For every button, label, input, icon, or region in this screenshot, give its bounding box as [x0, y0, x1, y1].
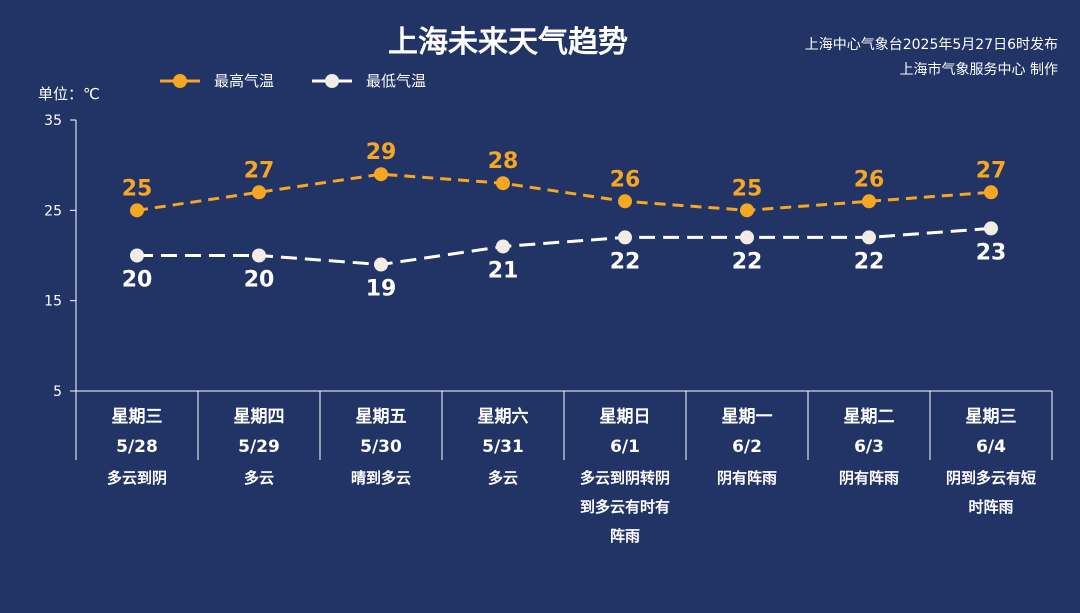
day-column: 星期六 5/31 多云 — [478, 406, 529, 487]
data-point-low — [862, 230, 876, 245]
x-tick-label-day: 星期三 — [966, 407, 1017, 427]
x-tick-label-date: 5/31 — [482, 437, 524, 457]
data-point-high — [618, 194, 632, 209]
data-label-high: 28 — [488, 149, 519, 174]
data-point-high — [862, 194, 876, 209]
y-tick-label: 15 — [44, 294, 62, 310]
unit-label: 单位：℃ — [38, 85, 100, 103]
legend-low-marker — [325, 74, 339, 88]
legend-high-label: 最高气温 — [214, 72, 274, 90]
y-tick-label: 25 — [44, 203, 62, 219]
weather-description: 阴有阵雨 — [839, 469, 899, 487]
day-column: 星期三 6/4 阴到多云有短时阵雨 — [946, 407, 1036, 516]
y-tick-label: 5 — [53, 384, 62, 400]
data-label-low: 19 — [366, 277, 397, 302]
data-point-high — [740, 203, 754, 218]
legend-high-marker — [173, 74, 187, 88]
data-label-low: 23 — [976, 240, 1007, 265]
x-tick-label-day: 星期四 — [234, 407, 285, 427]
x-tick-label-date: 5/30 — [360, 437, 402, 457]
data-point-low — [252, 248, 266, 263]
x-tick-label-day: 星期一 — [722, 407, 773, 427]
data-point-high — [984, 185, 998, 200]
weather-description: 阴有阵雨 — [717, 469, 777, 487]
data-point-low — [740, 230, 754, 245]
data-label-low: 20 — [122, 268, 153, 293]
day-column: 星期三 5/28 多云到阴 — [107, 407, 167, 487]
data-label-low: 22 — [854, 249, 885, 274]
day-column: 星期二 6/3 阴有阵雨 — [839, 407, 899, 487]
y-tick-label: 35 — [44, 113, 62, 129]
data-point-low — [130, 248, 144, 263]
data-label-high: 25 — [122, 176, 153, 201]
data-point-high — [496, 176, 510, 191]
data-label-low: 22 — [732, 249, 763, 274]
legend: 最高气温 最低气温 — [160, 72, 426, 90]
data-label-low: 21 — [488, 258, 519, 283]
day-columns: 星期三 5/28 多云到阴 星期四 5/29 多云 星期五 5/30 晴到多云 星期六 5/31 多云… — [75, 391, 1053, 545]
x-tick-label-day: 星期日 — [600, 407, 651, 427]
data-point-high — [374, 167, 388, 182]
x-tick-label-day: 星期五 — [356, 407, 407, 427]
x-tick-label-date: 6/3 — [854, 437, 884, 457]
data-labels: 25 27 29 28 26 25 26 27 20 20 19 21 22 22 22 23 — [122, 140, 1007, 301]
legend-low: 最低气温 — [312, 72, 426, 90]
weather-description: 阴到多云有短时阵雨 — [946, 469, 1036, 516]
weather-description: 多云 — [244, 469, 274, 487]
day-column: 星期四 5/29 多云 — [234, 407, 285, 487]
data-label-high: 25 — [732, 176, 763, 201]
data-point-low — [374, 257, 388, 272]
data-label-high: 29 — [366, 140, 397, 165]
data-point-low — [496, 239, 510, 254]
weather-description: 多云 — [488, 469, 518, 487]
day-column: 星期一 6/2 阴有阵雨 — [717, 407, 777, 487]
y-axis-ticks: 5 15 25 35 — [44, 113, 76, 400]
legend-high: 最高气温 — [160, 72, 274, 90]
producer-text: 上海市气象服务中心 制作 — [900, 61, 1058, 78]
x-tick-label-date: 6/2 — [732, 437, 762, 457]
legend-low-label: 最低气温 — [366, 72, 426, 90]
series-markers — [130, 167, 998, 272]
data-label-high: 27 — [976, 158, 1007, 183]
data-point-high — [130, 203, 144, 218]
x-tick-label-date: 5/29 — [238, 437, 280, 457]
data-label-high: 26 — [854, 167, 885, 192]
day-column: 星期五 5/30 晴到多云 — [351, 407, 411, 487]
data-label-low: 22 — [610, 249, 641, 274]
x-tick-label-day: 星期六 — [478, 406, 529, 427]
x-tick-label-date: 6/1 — [610, 437, 640, 457]
x-tick-label-day: 星期三 — [112, 407, 163, 427]
page-title: 上海未来天气趋势 — [388, 25, 628, 60]
x-tick-label-date: 6/4 — [976, 437, 1006, 457]
data-point-high — [252, 185, 266, 200]
data-label-low: 20 — [244, 268, 275, 293]
x-tick-label-date: 5/28 — [116, 437, 158, 457]
weather-description: 晴到多云 — [351, 469, 411, 487]
day-column: 星期日 6/1 多云到阴转阴到多云有时有阵雨 — [580, 407, 670, 545]
data-point-low — [618, 230, 632, 245]
data-point-low — [984, 221, 998, 236]
weather-description: 多云到阴转阴到多云有时有阵雨 — [580, 469, 670, 545]
data-label-high: 26 — [610, 167, 641, 192]
x-tick-label-day: 星期二 — [844, 407, 895, 427]
data-label-high: 27 — [244, 158, 275, 183]
weather-description: 多云到阴 — [107, 469, 167, 487]
issuer-text: 上海中心气象台2025年5月27日6时发布 — [805, 37, 1058, 53]
